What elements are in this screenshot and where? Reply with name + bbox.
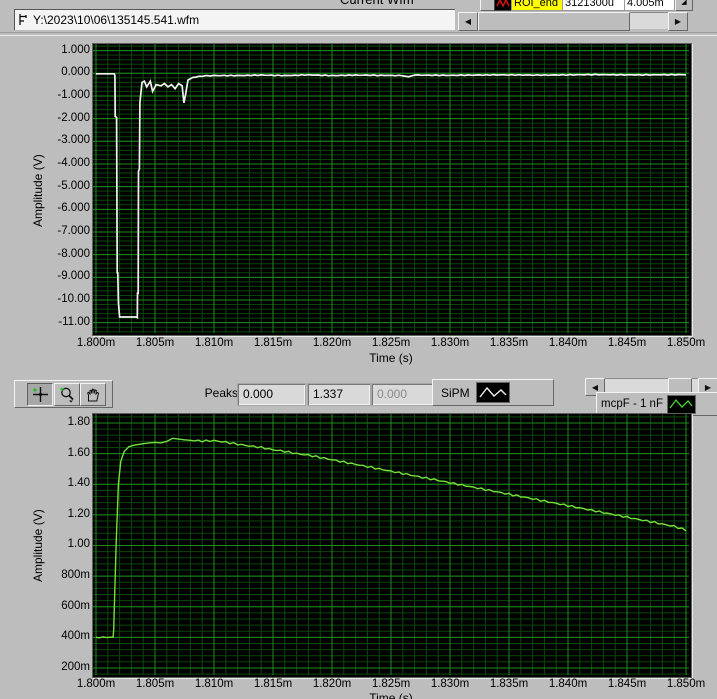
y-tick-label: 0.000 xyxy=(61,66,90,79)
y-tick-label: 1.80 xyxy=(67,416,90,428)
y-tick-label: -3.000 xyxy=(57,134,90,147)
y-tick-label: -10.00 xyxy=(57,293,90,305)
bottom-graph-plot-area[interactable] xyxy=(92,413,692,678)
x-tick-label: 1.815m xyxy=(253,678,293,690)
x-tick-label: 1.825m xyxy=(371,337,411,349)
y-tick-label: -7.000 xyxy=(57,224,90,237)
legend-sipm[interactable]: SiPM xyxy=(432,379,554,406)
pan-tool-button[interactable] xyxy=(80,383,106,406)
x-tick-label: 1.825m xyxy=(371,678,411,690)
y-tick-label: -5.000 xyxy=(57,179,90,192)
x-tick-label: 1.840m xyxy=(548,678,588,690)
y-tick-label: 1.40 xyxy=(67,477,90,490)
pan-hand-icon xyxy=(87,388,99,401)
peak-value-2[interactable]: 1.337 xyxy=(307,383,371,406)
current-wfm-label: Current Wfm xyxy=(340,0,414,7)
legend-scrollbar[interactable]: ◀ ▶ xyxy=(585,378,717,396)
x-tick-label: 1.830m xyxy=(430,678,470,690)
x-tick-label: 1.835m xyxy=(489,337,529,349)
y-tick-label: -1.000 xyxy=(57,88,90,101)
cursor-x-cell[interactable]: 3121300u xyxy=(562,0,625,11)
y-tick-label: -9.000 xyxy=(57,270,90,283)
zoom-icon xyxy=(59,387,74,403)
scroll-left-button[interactable]: ◀ xyxy=(458,12,478,31)
cursor-icon[interactable] xyxy=(494,0,512,11)
waveform-trace-top xyxy=(96,72,687,320)
x-tick-label: 1.820m xyxy=(312,678,352,690)
scroll-right-button[interactable]: ▶ xyxy=(668,12,688,31)
legend-mcp-label: mcpF - 1 nF xyxy=(601,398,663,410)
y-tick-label: 400m xyxy=(61,630,90,643)
y-tick-label: 1.20 xyxy=(67,507,90,520)
waveform-trace-bottom xyxy=(95,437,687,639)
y-tick-label: -4.000 xyxy=(57,156,90,169)
y-tick-label: 600m xyxy=(61,599,90,612)
x-tick-label: 1.850m xyxy=(666,337,706,349)
crosshair-tool-button[interactable] xyxy=(27,383,53,406)
y-tick-label: 200m xyxy=(61,660,90,673)
legend-mcp[interactable]: mcpF - 1 nF xyxy=(596,392,717,416)
x-tick-label: 1.810m xyxy=(194,337,234,349)
x-tick-label: 1.810m xyxy=(194,678,234,690)
zoom-tool-button[interactable] xyxy=(54,383,80,406)
scrollbar-thumb[interactable] xyxy=(478,12,630,31)
cursor-lock-button[interactable] xyxy=(480,0,495,11)
x-tick-label: 1.830m xyxy=(430,337,470,349)
mcp-trace-icon[interactable] xyxy=(666,394,696,414)
x-tick-label: 1.805m xyxy=(135,337,175,349)
bottom-graph-x-axis-label: Time (s) xyxy=(369,691,413,699)
x-tick-label: 1.805m xyxy=(135,678,175,690)
top-graph-plot-area[interactable] xyxy=(92,43,692,336)
cursor-mover-button[interactable]: ◢ xyxy=(675,0,693,11)
x-tick-label: 1.850m xyxy=(666,678,706,690)
x-tick-label: 1.800m xyxy=(76,678,116,690)
peaks-label: Peaks xyxy=(204,386,238,400)
path-type-icon xyxy=(19,14,27,25)
path-value: Y:\2023\10\06\135145.541.wfm xyxy=(33,12,200,27)
x-tick-label: 1.845m xyxy=(607,337,647,349)
x-tick-label: 1.840m xyxy=(548,337,588,349)
x-tick-label: 1.835m xyxy=(489,678,529,690)
y-tick-label: 800m xyxy=(61,569,90,582)
top-graph-x-axis-label: Time (s) xyxy=(369,351,413,365)
x-tick-label: 1.820m xyxy=(312,337,352,349)
y-tick-label: 1.00 xyxy=(67,538,90,551)
cursor-name-cell[interactable]: ROI_end xyxy=(511,0,563,11)
y-tick-label: 1.000 xyxy=(61,43,90,56)
cursor-y-cell[interactable]: 4.005m xyxy=(624,0,675,11)
x-tick-label: 1.800m xyxy=(76,337,116,349)
y-tick-label: -2.000 xyxy=(57,111,90,124)
cursor-list-scrollbar[interactable]: ◀ ▶ xyxy=(458,12,688,31)
sipm-trace-icon[interactable] xyxy=(475,382,510,403)
graph-palette xyxy=(14,380,113,408)
x-tick-label: 1.845m xyxy=(607,678,647,690)
current-wfm-path-input[interactable]: Y:\2023\10\06\135145.541.wfm xyxy=(14,9,455,30)
y-tick-label: 1.60 xyxy=(67,446,90,459)
y-tick-label: -8.000 xyxy=(57,247,90,260)
panel-divider xyxy=(0,32,717,36)
crosshair-icon xyxy=(32,387,48,402)
x-tick-label: 1.815m xyxy=(253,337,293,349)
y-tick-label: -6.000 xyxy=(57,202,90,215)
y-tick-label: -11.00 xyxy=(58,315,90,328)
scroll-left-button[interactable]: ◀ xyxy=(585,378,605,396)
peak-value-1[interactable]: 0.000 xyxy=(237,383,306,406)
legend-sipm-label: SiPM xyxy=(441,385,470,400)
